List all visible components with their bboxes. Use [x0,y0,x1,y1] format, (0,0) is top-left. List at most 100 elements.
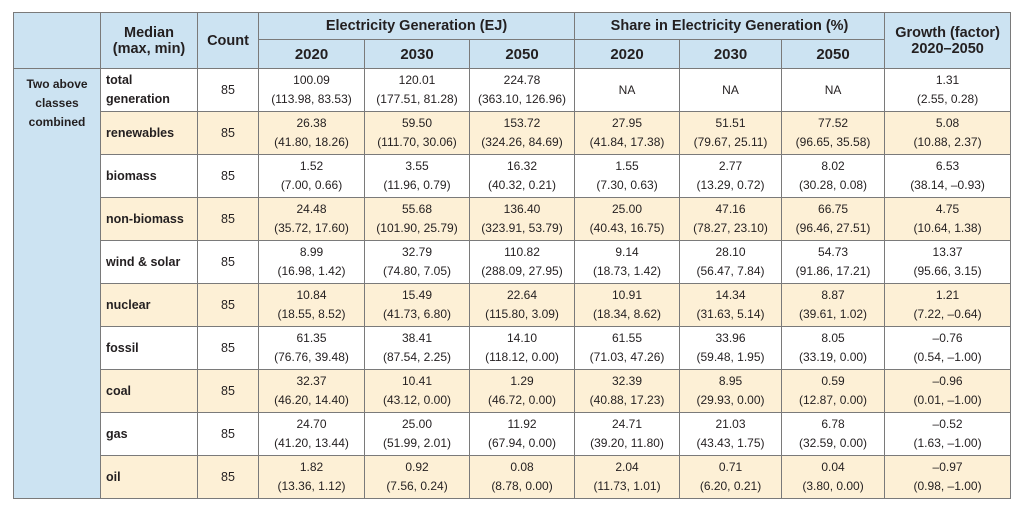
range-value: (7.30, 0.63) [596,178,658,192]
generation-cell: 136.40 (323.91, 53.79) [468,197,576,241]
count-cell: 85 [197,369,259,413]
median-value: 0.08 [510,460,534,474]
growth-cell: –0.52 (1.63, –1.00) [884,412,1012,456]
share-year-header: 2030 [679,39,783,69]
range-value: (10.88, 2.37) [913,135,982,149]
median-header: Median (max, min) [100,12,198,69]
share-cell: 24.71 (39.20, 11.80) [574,412,681,456]
table-body: Two above classes combined total generation 8… [13,68,1012,499]
median-value: 32.37 [296,374,327,388]
median-value: 136.40 [503,202,541,216]
share-cell: 10.91 (18.34, 8.62) [574,283,681,327]
median-value: 24.48 [296,202,327,216]
median-value: 1.29 [510,374,534,388]
growth-cell: 4.75 (10.64, 1.38) [884,197,1012,241]
median-value: 120.01 [398,73,436,87]
table-row: Two above classes combined total generation 8… [13,68,1012,499]
median-value: 24.71 [612,417,643,431]
generation-cell: 224.78 (363.10, 126.96) [468,68,576,112]
range-value: (18.34, 8.62) [592,307,662,321]
share-year-header: 2050 [781,39,886,69]
generation-cell: 32.37 (46.20, 14.40) [258,369,365,413]
median-value: 25.00 [401,417,433,431]
range-value: (0.54, –1.00) [913,350,982,364]
share-cell: 1.55 (7.30, 0.63) [574,154,681,198]
generation-cell: 100.09 (113.98, 83.53) [258,68,365,112]
median-value: 10.41 [401,374,433,388]
range-value: (41.20, 13.44) [274,436,349,450]
range-value: (3.80, 0.00) [802,479,864,493]
median-value: 8.02 [821,159,845,173]
row-label-line: generation [106,92,170,106]
range-value: (76.76, 39.48) [274,350,349,364]
range-value: (40.32, 0.21) [487,178,557,192]
table-row: fossil 85 61.35 (76.76, 39.48) 38.41 (87.54, … [14,326,1012,370]
median-value: 0.92 [405,460,429,474]
range-value: (87.54, 2.25) [382,350,452,364]
row-label: total generation [100,68,198,112]
generation-cell: 24.70 (41.20, 13.44) [258,412,365,456]
range-value: (40.88, 17.23) [589,393,665,407]
count-cell: 85 [197,412,259,456]
row-label: coal [100,369,198,413]
count-cell: 85 [197,68,259,112]
corner-header [13,12,101,69]
median-value: 14.10 [506,331,538,345]
table-container: Median (max, min) Count Electricity Gene… [13,12,1012,499]
share-cell: 28.10 (56.47, 7.84) [679,240,783,284]
range-value: (7.00, 0.66) [280,178,343,192]
range-value: (6.20, 0.21) [699,479,762,493]
median-value: 1.21 [935,288,960,302]
range-value: (51.99, 2.01) [382,436,452,450]
range-value: (0.01, –1.00) [913,393,982,407]
median-value: 26.38 [296,116,327,130]
range-value: (16.98, 1.42) [277,264,346,278]
row-label: renewables [100,111,198,155]
median-value: 8.05 [821,331,845,345]
range-value: (101.90, 25.79) [376,221,458,235]
median-value: 8.95 [718,374,743,388]
growth-cell: 1.21 (7.22, –0.64) [884,283,1012,327]
row-label: nuclear [100,283,198,327]
median-value: 77.52 [818,116,849,130]
range-value: (40.43, 16.75) [589,221,665,235]
median-value: 24.70 [296,417,327,431]
range-value: (78.27, 23.10) [693,221,768,235]
generation-cell: 55.68 (101.90, 25.79) [364,197,470,241]
share-cell: NA [781,68,886,112]
median-value: 21.03 [715,417,746,431]
row-label-line: biomass [106,168,157,183]
share-cell: 21.03 (43.43, 1.75) [679,412,783,456]
median-value: 1.55 [615,159,639,173]
median-value: 13.37 [932,245,963,259]
median-value: 0.71 [718,460,743,474]
median-value: 33.96 [715,331,746,345]
generation-cell: 1.52 (7.00, 0.66) [258,154,365,198]
generation-cell: 14.10 (118.12, 0.00) [468,326,576,370]
row-label: gas [100,412,198,456]
share-cell: 0.71 (6.20, 0.21) [679,455,783,499]
range-value: (177.51, 81.28) [376,92,458,106]
median-value: 1.52 [299,159,324,173]
median-value: 3.55 [405,159,429,173]
row-label-line: total [106,73,133,87]
median-value: –0.76 [932,331,963,345]
group-label-line: combined [28,115,86,129]
row-label-line: wind & solar [106,254,181,269]
share-cell: 0.04 (3.80, 0.00) [781,455,886,499]
generation-cell: 1.29 (46.72, 0.00) [468,369,576,413]
generation-cell: 0.08 (8.78, 0.00) [468,455,576,499]
generation-cell: 8.99 (16.98, 1.42) [258,240,365,284]
data-table: Median (max, min) Count Electricity Gene… [13,12,1012,499]
range-value: (324.26, 84.69) [481,135,563,149]
median-value: 224.78 [503,73,541,87]
range-value: (43.43, 1.75) [696,436,765,450]
table-row: non-biomass 85 24.48 (35.72, 17.60) 55.68 (10… [14,197,1012,241]
range-value: (111.70, 30.06) [377,135,457,149]
share-cell: 8.95 (29.93, 0.00) [679,369,783,413]
generation-cell: 10.84 (18.55, 8.52) [258,283,365,327]
gen-year-header: 2020 [258,39,365,69]
range-value: (18.73, 1.42) [592,264,662,278]
share-cell: 51.51 (79.67, 25.11) [679,111,783,155]
row-label-line: non-biomass [106,211,184,226]
